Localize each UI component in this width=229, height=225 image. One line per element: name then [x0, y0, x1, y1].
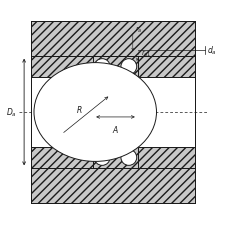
- Polygon shape: [93, 147, 137, 169]
- Ellipse shape: [34, 63, 156, 162]
- Polygon shape: [93, 56, 137, 78]
- Polygon shape: [137, 56, 194, 78]
- Polygon shape: [137, 147, 194, 169]
- Circle shape: [120, 150, 136, 166]
- Text: $r_{a1}$: $r_{a1}$: [140, 48, 150, 58]
- Polygon shape: [93, 56, 137, 78]
- Text: $r_a$: $r_a$: [134, 25, 142, 35]
- Polygon shape: [137, 78, 194, 147]
- Polygon shape: [31, 56, 93, 78]
- Circle shape: [120, 150, 136, 166]
- Text: $D_a$: $D_a$: [6, 106, 17, 119]
- Polygon shape: [31, 169, 194, 203]
- Polygon shape: [93, 78, 137, 147]
- Circle shape: [120, 59, 136, 75]
- Circle shape: [94, 59, 110, 75]
- Polygon shape: [31, 22, 194, 56]
- Polygon shape: [93, 147, 137, 169]
- Polygon shape: [31, 78, 93, 147]
- Circle shape: [94, 59, 110, 75]
- Polygon shape: [93, 78, 137, 147]
- Circle shape: [94, 150, 110, 166]
- Polygon shape: [31, 147, 93, 169]
- Text: $R$: $R$: [75, 104, 82, 115]
- Circle shape: [120, 59, 136, 75]
- Circle shape: [94, 150, 110, 166]
- Text: $A$: $A$: [112, 123, 119, 134]
- Text: $d_a$: $d_a$: [206, 44, 216, 57]
